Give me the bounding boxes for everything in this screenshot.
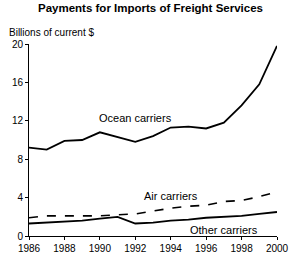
svg-text:Ocean carriers: Ocean carriers <box>99 112 172 124</box>
svg-text:1990: 1990 <box>89 243 112 254</box>
svg-text:Air carriers: Air carriers <box>144 190 198 202</box>
svg-text:20: 20 <box>12 39 24 50</box>
svg-text:Payments for Imports of Freigh: Payments for Imports of Freight Services <box>38 2 263 14</box>
svg-text:1986: 1986 <box>18 243 41 254</box>
svg-text:1988: 1988 <box>53 243 76 254</box>
svg-text:4: 4 <box>17 192 23 203</box>
svg-text:1992: 1992 <box>124 243 147 254</box>
svg-text:1998: 1998 <box>230 243 253 254</box>
svg-text:2000: 2000 <box>266 243 289 254</box>
svg-text:1994: 1994 <box>160 243 183 254</box>
svg-text:16: 16 <box>12 77 24 88</box>
svg-text:Other carriers: Other carriers <box>190 224 258 236</box>
svg-text:8: 8 <box>17 154 23 165</box>
svg-text:12: 12 <box>12 115 24 126</box>
svg-text:1996: 1996 <box>195 243 218 254</box>
svg-text:Billions of current $: Billions of current $ <box>9 27 94 38</box>
svg-text:0: 0 <box>17 231 23 242</box>
